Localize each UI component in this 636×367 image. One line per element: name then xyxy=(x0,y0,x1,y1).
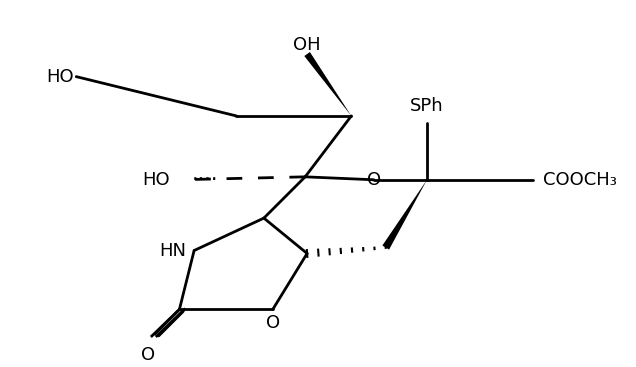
Text: SPh: SPh xyxy=(410,97,444,115)
Text: O: O xyxy=(266,315,280,333)
Polygon shape xyxy=(382,180,427,250)
Text: OH: OH xyxy=(293,36,321,54)
Text: HO: HO xyxy=(46,68,74,86)
Polygon shape xyxy=(304,52,351,116)
Text: O: O xyxy=(367,171,381,189)
Text: O: O xyxy=(141,346,155,364)
Text: HO: HO xyxy=(142,171,170,189)
Text: COOCH₃: COOCH₃ xyxy=(543,171,617,189)
Text: HN: HN xyxy=(159,241,186,259)
Text: ····: ···· xyxy=(192,170,219,190)
